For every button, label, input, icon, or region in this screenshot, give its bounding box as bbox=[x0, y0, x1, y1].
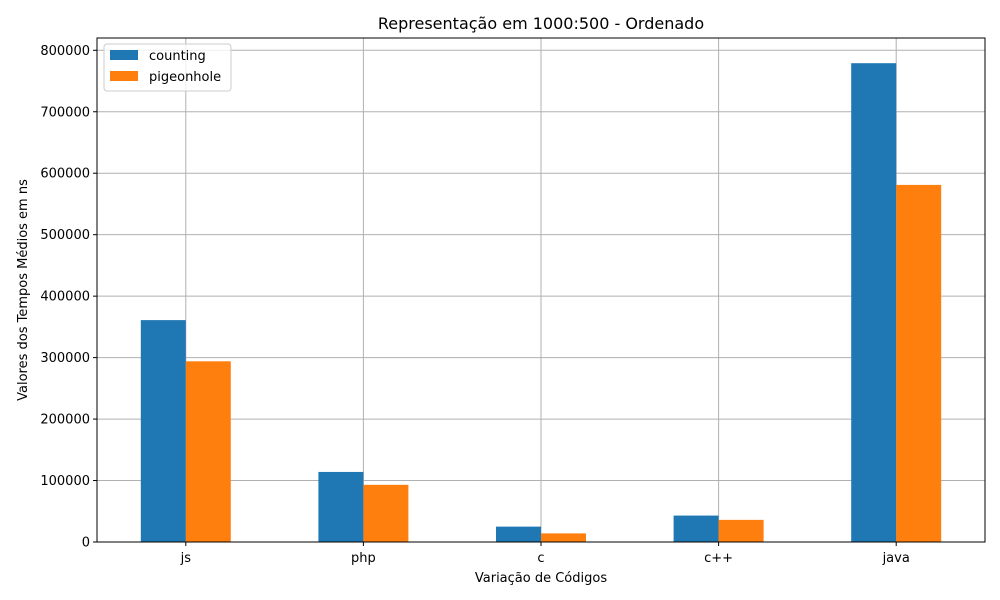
y-tick-label: 300000 bbox=[40, 351, 90, 366]
legend: counting pigeonhole bbox=[103, 43, 232, 92]
bar-pigeonhole-cplusplus bbox=[718, 519, 764, 542]
x-tick-label-c: c bbox=[537, 551, 544, 566]
bar-counting-php bbox=[318, 471, 364, 542]
y-tick-label: 100000 bbox=[40, 474, 90, 489]
bar-counting-c bbox=[496, 526, 541, 542]
y-tick-label: 700000 bbox=[40, 105, 90, 120]
bar-counting-cplusplus bbox=[673, 515, 719, 542]
chart-title: Representação em 1000:500 - Ordenado bbox=[378, 14, 704, 33]
y-tick-label: 600000 bbox=[40, 167, 90, 182]
x-tick-label-php: php bbox=[351, 551, 376, 566]
legend-label-counting: counting bbox=[149, 49, 206, 64]
bar-pigeonhole-java bbox=[896, 184, 942, 542]
x-tick-label-js: js bbox=[180, 551, 192, 566]
x-tick-label-java: java bbox=[882, 551, 910, 566]
y-tick-label: 400000 bbox=[40, 290, 90, 305]
bar-pigeonhole-js bbox=[185, 361, 231, 542]
bar-counting-java bbox=[851, 63, 897, 542]
y-axis-title: Valores dos Tempos Médios em ns bbox=[16, 179, 31, 401]
legend-label-pigeonhole: pigeonhole bbox=[149, 70, 221, 85]
y-tick-label: 800000 bbox=[40, 44, 90, 59]
legend-swatch-counting bbox=[110, 50, 138, 60]
axis-ticks: 0 100000 200000 300000 400000 500000 600000 700… bbox=[40, 44, 909, 566]
bar-pigeonhole-c bbox=[541, 533, 586, 542]
bars bbox=[140, 63, 942, 542]
y-tick-label: 200000 bbox=[40, 413, 90, 428]
y-tick-label: 0 bbox=[82, 536, 90, 551]
legend-swatch-pigeonhole bbox=[110, 71, 138, 81]
x-axis-title: Variação de Códigos bbox=[475, 571, 607, 586]
bar-pigeonhole-php bbox=[363, 484, 409, 542]
bar-counting-js bbox=[140, 320, 186, 542]
y-tick-label: 500000 bbox=[40, 228, 90, 243]
x-tick-label-cplusplus: c++ bbox=[704, 551, 733, 566]
